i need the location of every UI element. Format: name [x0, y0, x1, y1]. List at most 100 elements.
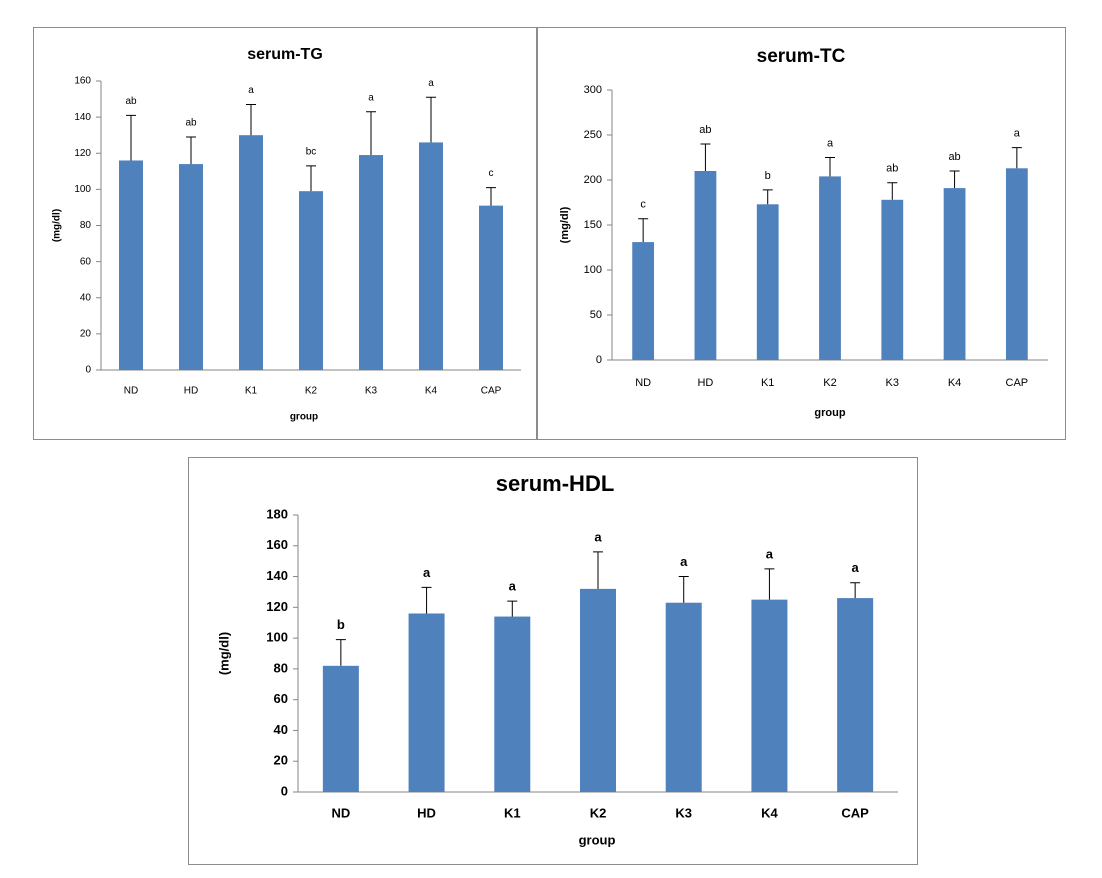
- bar: [943, 188, 966, 360]
- y-tick-label: 100: [74, 184, 91, 195]
- y-tick-label: 100: [584, 264, 602, 276]
- y-axis-label: (mg/dl): [52, 209, 63, 242]
- x-axis-label: group: [814, 407, 845, 419]
- x-tick-label: CAP: [841, 805, 869, 820]
- bar: [756, 204, 779, 360]
- significance-letter: b: [337, 617, 345, 632]
- error-bar: [507, 600, 518, 617]
- x-tick-label: K1: [504, 805, 521, 820]
- y-tick-label: 140: [266, 568, 288, 583]
- significance-letter: ab: [185, 118, 197, 129]
- error-bar: [700, 143, 711, 171]
- y-tick-label: 200: [584, 174, 602, 186]
- significance-letter: a: [827, 137, 834, 149]
- bar: [1005, 168, 1028, 360]
- y-axis-label: (mg/dl): [216, 632, 231, 675]
- x-tick-label: CAP: [481, 386, 502, 397]
- significance-letter: c: [489, 168, 494, 179]
- y-tick-label: 0: [281, 783, 288, 798]
- y-tick-label: 120: [74, 148, 91, 159]
- x-tick-label: K2: [823, 377, 836, 389]
- significance-letter: a: [680, 554, 688, 569]
- error-bar: [825, 157, 835, 177]
- error-bar: [764, 568, 775, 600]
- y-tick-label: 180: [266, 506, 288, 521]
- y-tick-label: 40: [274, 722, 288, 737]
- significance-letter: a: [248, 85, 254, 96]
- error-bar: [366, 111, 376, 156]
- x-tick-label: K2: [305, 386, 318, 397]
- x-tick-label: HD: [184, 386, 198, 397]
- x-tick-label: ND: [331, 805, 350, 820]
- x-tick-label: K4: [425, 386, 438, 397]
- chart-title: serum-HDL: [496, 471, 615, 496]
- significance-letter: a: [368, 92, 374, 103]
- y-tick-label: 80: [80, 220, 92, 231]
- error-bar: [593, 551, 603, 589]
- bar: [819, 176, 841, 360]
- x-tick-label: HD: [417, 805, 436, 820]
- x-tick-label: ND: [124, 386, 138, 397]
- x-tick-label: K3: [675, 805, 692, 820]
- panel-frame: [188, 457, 918, 865]
- significance-letter: c: [640, 199, 646, 211]
- bar: [119, 160, 143, 370]
- x-tick-label: K1: [761, 377, 774, 389]
- x-tick-label: K3: [886, 377, 899, 389]
- y-tick-label: 100: [266, 630, 288, 645]
- significance-letter: ab: [699, 124, 711, 136]
- bar: [665, 602, 702, 792]
- significance-letter: a: [766, 546, 774, 561]
- y-tick-label: 150: [584, 219, 602, 231]
- bar: [359, 155, 383, 370]
- bar: [580, 588, 616, 792]
- y-tick-label: 250: [584, 129, 602, 141]
- significance-letter: a: [509, 579, 517, 594]
- significance-letter: b: [765, 170, 771, 182]
- y-tick-label: 20: [80, 329, 92, 340]
- x-tick-label: K4: [761, 805, 778, 820]
- x-tick-label: K2: [590, 805, 607, 820]
- y-axis-label: (mg/dl): [559, 206, 571, 243]
- bar: [751, 599, 788, 792]
- bar: [299, 191, 323, 370]
- error-bar: [335, 639, 346, 666]
- y-tick-label: 50: [590, 309, 602, 321]
- bar: [419, 142, 443, 370]
- error-bar: [306, 165, 316, 192]
- y-tick-label: 0: [596, 354, 602, 366]
- significance-letter: a: [423, 565, 431, 580]
- error-bar: [426, 96, 436, 143]
- y-tick-label: 40: [80, 292, 92, 303]
- x-tick-label: ND: [635, 377, 651, 389]
- error-bar: [638, 218, 649, 243]
- bar: [837, 598, 874, 792]
- y-tick-label: 120: [266, 599, 288, 614]
- x-axis-label: group: [290, 412, 318, 423]
- y-tick-label: 0: [85, 365, 91, 376]
- bar: [494, 616, 531, 792]
- y-tick-label: 20: [274, 753, 288, 768]
- y-tick-label: 60: [80, 256, 92, 267]
- panel-frame: [537, 27, 1066, 440]
- error-bar: [421, 586, 432, 614]
- x-tick-label: HD: [697, 377, 713, 389]
- significance-letter: ab: [886, 163, 898, 175]
- bar: [322, 665, 359, 792]
- bar: [632, 242, 655, 360]
- error-bar: [1011, 147, 1022, 169]
- x-tick-label: K4: [948, 377, 961, 389]
- significance-letter: bc: [306, 147, 317, 158]
- significance-letter: a: [1014, 128, 1021, 140]
- significance-letter: ab: [948, 151, 960, 163]
- significance-letter: a: [852, 560, 860, 575]
- bar: [179, 164, 203, 370]
- y-tick-label: 140: [74, 112, 91, 123]
- x-tick-label: K3: [365, 386, 378, 397]
- error-bar: [850, 582, 861, 599]
- y-tick-label: 60: [274, 691, 288, 706]
- significance-letter: a: [594, 529, 602, 544]
- error-bar: [762, 189, 773, 205]
- panel-frame: [33, 27, 537, 440]
